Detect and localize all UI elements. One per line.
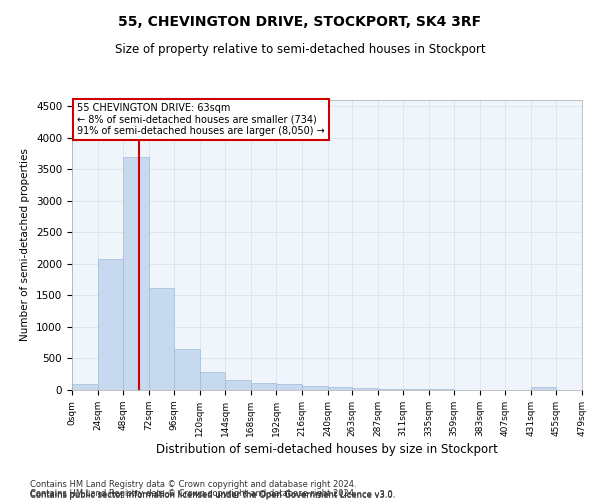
Bar: [277, 384, 302, 390]
Bar: [226, 380, 251, 390]
Bar: [149, 288, 174, 390]
Text: 55 CHEVINGTON DRIVE: 63sqm
← 8% of semi-detached houses are smaller (734)
91% of: 55 CHEVINGTON DRIVE: 63sqm ← 8% of semi-…: [77, 103, 325, 136]
Bar: [123, 156, 149, 390]
Text: Size of property relative to semi-detached houses in Stockport: Size of property relative to semi-detach…: [115, 42, 485, 56]
Bar: [72, 384, 98, 390]
Bar: [174, 349, 200, 390]
Text: Contains HM Land Registry data © Crown copyright and database right 2024.
Contai: Contains HM Land Registry data © Crown c…: [30, 480, 395, 500]
Bar: [328, 387, 352, 390]
Bar: [352, 388, 377, 390]
X-axis label: Distribution of semi-detached houses by size in Stockport: Distribution of semi-detached houses by …: [156, 443, 498, 456]
Text: 55, CHEVINGTON DRIVE, STOCKPORT, SK4 3RF: 55, CHEVINGTON DRIVE, STOCKPORT, SK4 3RF: [118, 15, 482, 29]
Bar: [251, 384, 277, 390]
Y-axis label: Number of semi-detached properties: Number of semi-detached properties: [20, 148, 31, 342]
Bar: [302, 386, 328, 390]
Bar: [377, 388, 403, 390]
Bar: [98, 259, 123, 390]
Text: Contains public sector information licensed under the Open Government Licence v3: Contains public sector information licen…: [30, 491, 395, 500]
Bar: [200, 372, 226, 390]
Text: Contains HM Land Registry data © Crown copyright and database right 2024.: Contains HM Land Registry data © Crown c…: [30, 488, 356, 498]
Bar: [531, 387, 556, 390]
Bar: [403, 389, 428, 390]
